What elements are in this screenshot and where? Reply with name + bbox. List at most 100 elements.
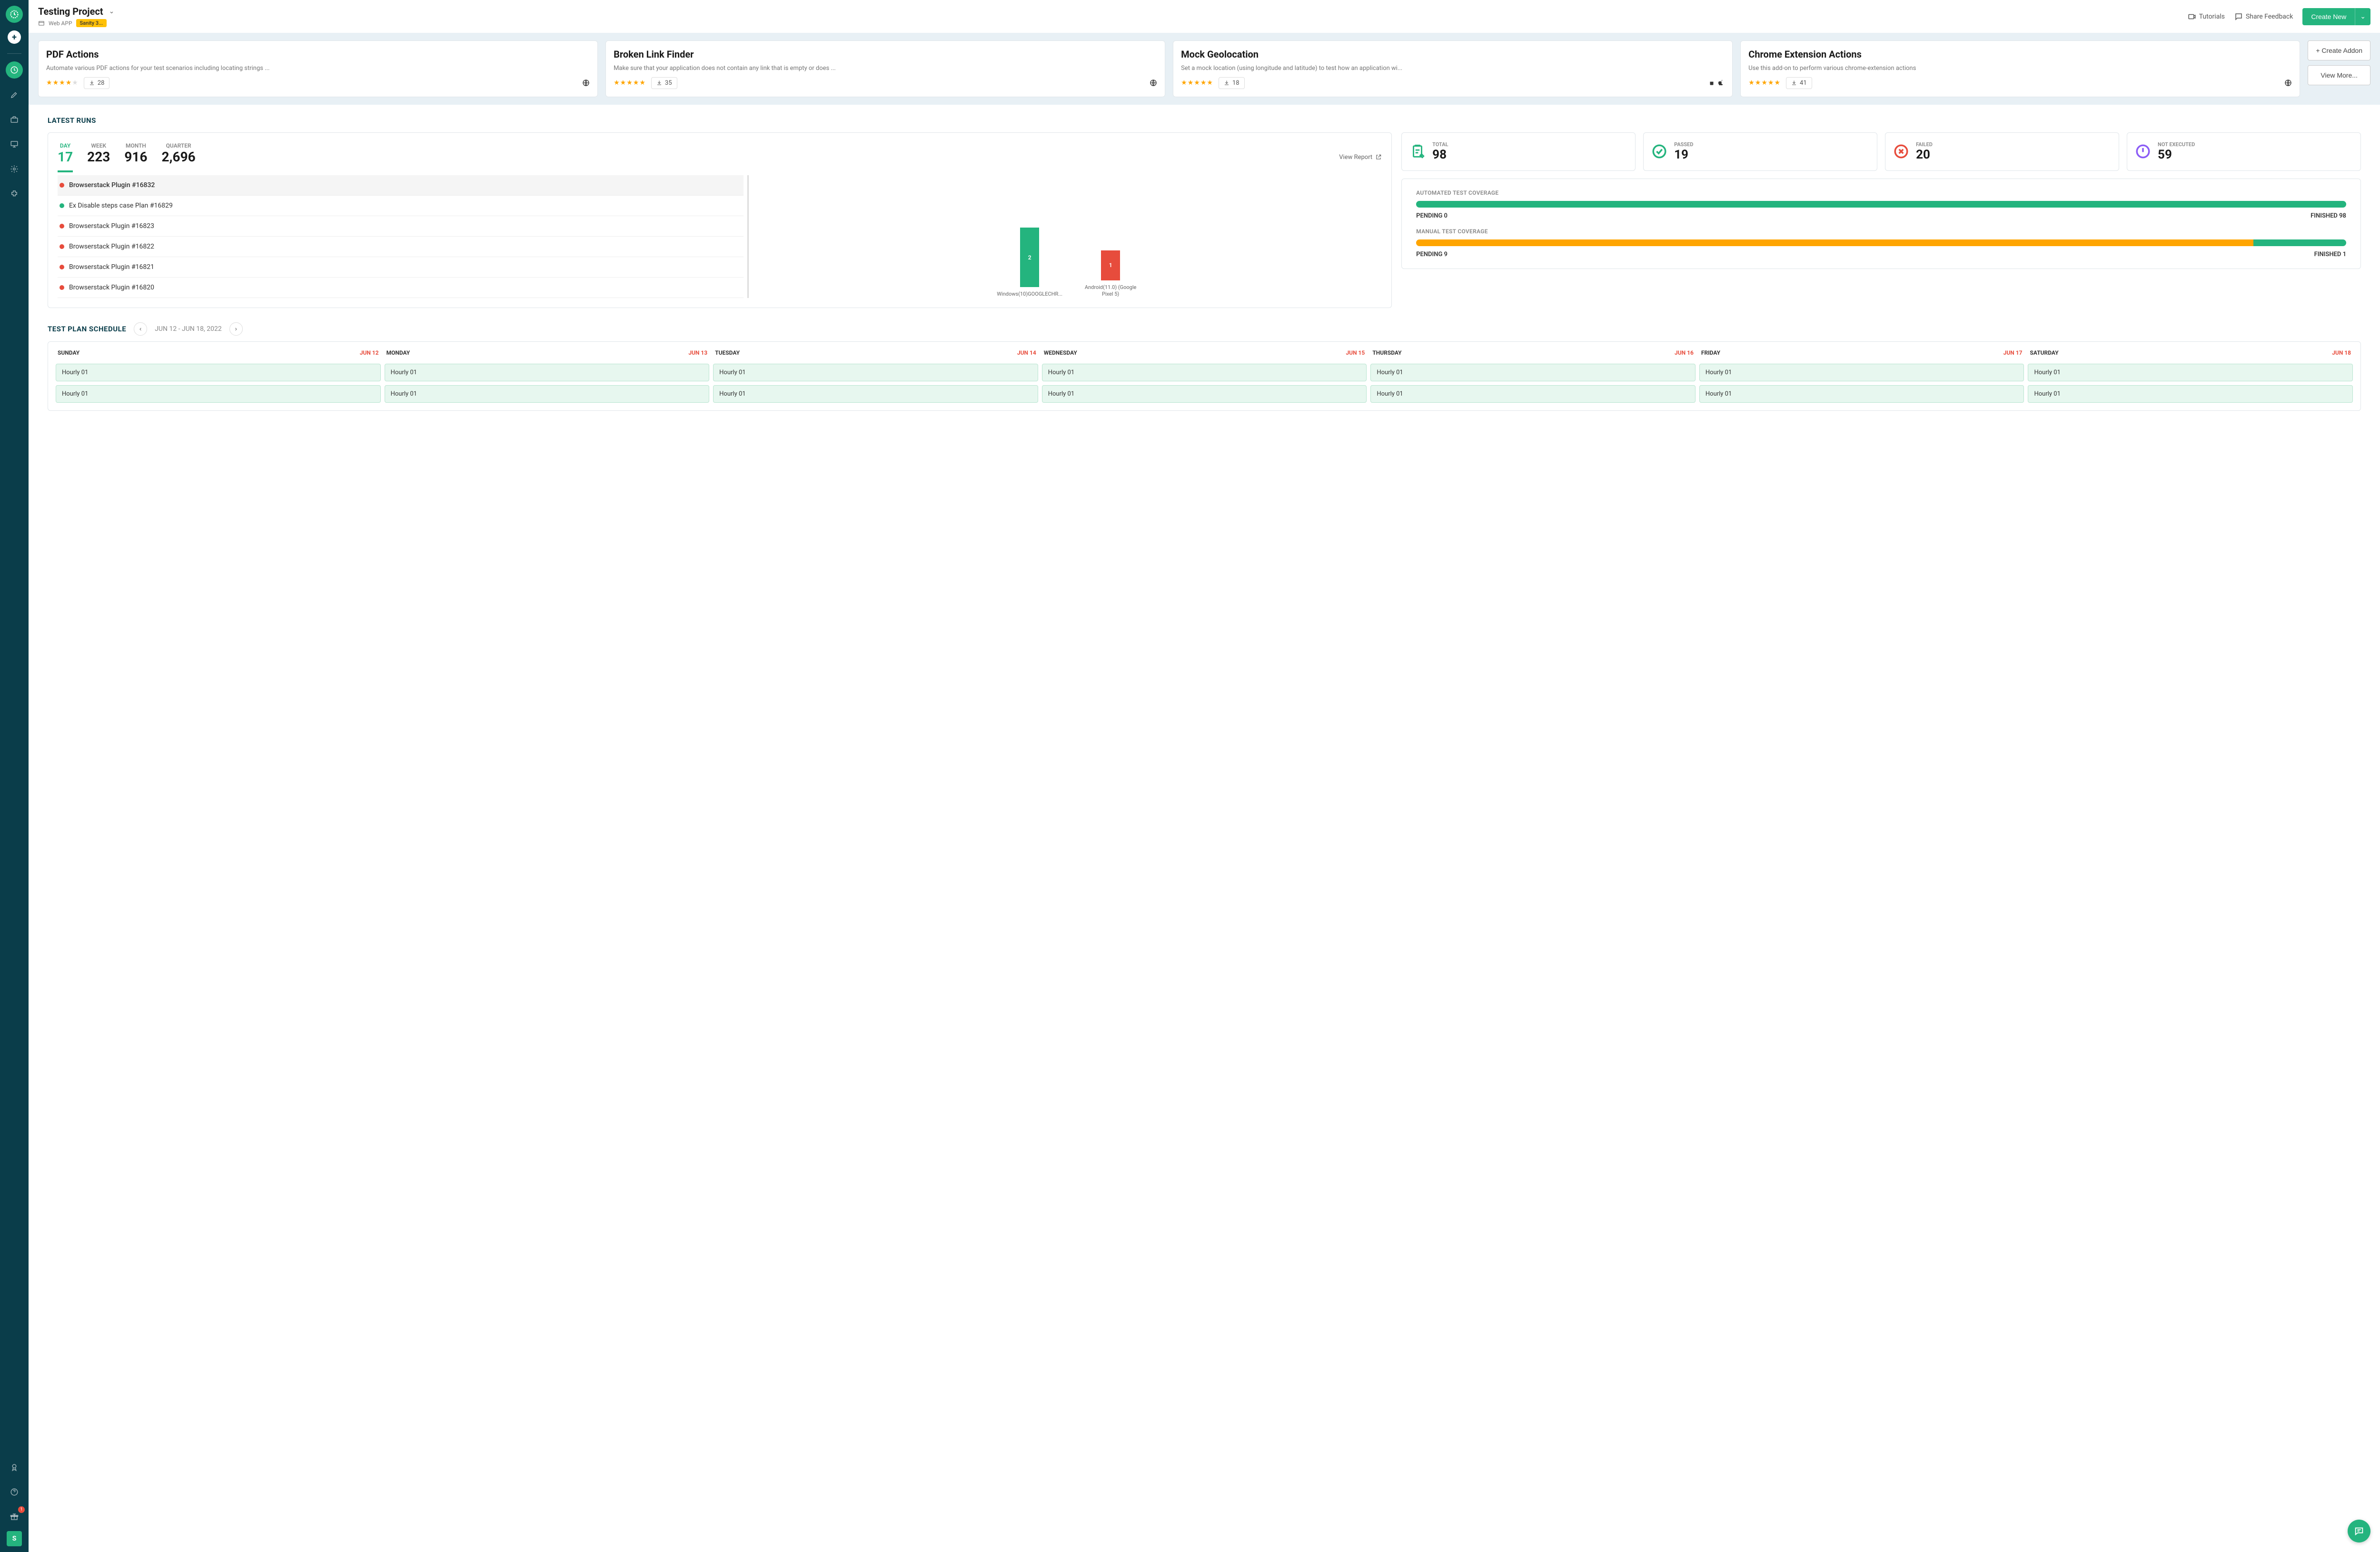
addon-card[interactable]: PDF Actions Automate various PDF actions… (38, 40, 598, 97)
schedule-event[interactable]: Hourly 01 (1370, 385, 1696, 403)
chevron-down-icon[interactable]: ⌄ (109, 8, 115, 15)
schedule-event[interactable]: Hourly 01 (1699, 364, 2024, 381)
run-item[interactable]: Browserstack Plugin #16820 (58, 278, 744, 298)
view-more-button[interactable]: View More... (2308, 65, 2370, 85)
stat-icon (2134, 142, 2152, 160)
sidebar-item-gift[interactable] (6, 1508, 23, 1525)
star-rating: ★★★★★ (1748, 79, 1780, 87)
addon-description: Use this add-on to perform various chrom… (1748, 64, 2292, 73)
user-avatar[interactable]: S (7, 1531, 22, 1546)
download-count[interactable]: 18 (1219, 77, 1245, 89)
schedule-day-column: SUNDAYJUN 12Hourly 01Hourly 01 (56, 349, 381, 403)
apple-icon (1718, 80, 1725, 86)
create-new-dropdown[interactable]: ⌄ (2355, 8, 2370, 25)
project-tag[interactable]: Sanity 3... (76, 19, 107, 27)
run-name: Ex Disable steps case Plan #16829 (69, 202, 173, 209)
bar-label: Android(11.0) (Google Pixel 5) (1082, 284, 1139, 298)
day-name: THURSDAY (1372, 349, 1401, 356)
schedule-day-column: TUESDAYJUN 14Hourly 01Hourly 01 (713, 349, 1038, 403)
schedule-range: JUN 12 - JUN 18, 2022 (155, 325, 222, 333)
feedback-link[interactable]: Share Feedback (2234, 12, 2293, 21)
view-report-link[interactable]: View Report (1339, 154, 1382, 161)
sidebar-item-monitor[interactable] (6, 136, 23, 153)
sidebar-item-award[interactable] (6, 1459, 23, 1476)
addon-card[interactable]: Broken Link Finder Make sure that your a… (605, 40, 1165, 97)
schedule-event[interactable]: Hourly 01 (1042, 385, 1367, 403)
day-date: JUN 17 (2003, 349, 2023, 356)
create-new-button[interactable]: Create New (2302, 8, 2355, 25)
star-rating: ★★★★★ (614, 79, 645, 87)
status-dot (60, 265, 64, 269)
view-report-label: View Report (1339, 154, 1372, 161)
status-dot (60, 244, 64, 249)
run-item[interactable]: Browserstack Plugin #16822 (58, 237, 744, 257)
stat-card-total[interactable]: TOTAL98 (1401, 132, 1636, 171)
add-button[interactable]: + (8, 30, 21, 44)
schedule-event[interactable]: Hourly 01 (1370, 364, 1696, 381)
chat-fab[interactable] (2348, 1520, 2370, 1542)
addon-card[interactable]: Mock Geolocation Set a mock location (us… (1173, 40, 1733, 97)
addon-card[interactable]: Chrome Extension Actions Use this add-on… (1740, 40, 2300, 97)
sidebar-item-dashboard[interactable] (6, 61, 23, 79)
bar-label: Windows(10)GOOGLECHR... (997, 291, 1062, 298)
run-item[interactable]: Browserstack Plugin #16832 (58, 175, 744, 196)
sidebar-item-extension[interactable] (6, 185, 23, 202)
project-title: Testing Project (38, 6, 103, 17)
addon-description: Make sure that your application does not… (614, 64, 1157, 73)
sidebar-item-briefcase[interactable] (6, 111, 23, 128)
run-name: Browserstack Plugin #16820 (69, 284, 154, 291)
auto-pending: PENDING 0 (1416, 212, 1448, 219)
download-count[interactable]: 28 (84, 77, 110, 89)
stat-card-not-executed[interactable]: NOT EXECUTED59 (2127, 132, 2361, 171)
period-tab-quarter[interactable]: QUARTER2,696 (162, 142, 196, 170)
addon-description: Set a mock location (using longitude and… (1181, 64, 1725, 73)
download-count[interactable]: 35 (651, 77, 677, 89)
schedule-event[interactable]: Hourly 01 (1699, 385, 2024, 403)
period-value: 223 (87, 149, 110, 165)
period-value: 2,696 (162, 149, 196, 165)
day-name: SATURDAY (2030, 349, 2058, 356)
sidebar-item-edit[interactable] (6, 86, 23, 103)
schedule-next-button[interactable]: › (229, 322, 243, 336)
download-icon (656, 80, 662, 86)
run-item[interactable]: Browserstack Plugin #16821 (58, 257, 744, 278)
schedule-event[interactable]: Hourly 01 (1042, 364, 1367, 381)
bar: 1 (1101, 250, 1120, 280)
project-type: Web APP (49, 20, 72, 27)
run-item[interactable]: Browserstack Plugin #16823 (58, 216, 744, 237)
run-name: Browserstack Plugin #16823 (69, 222, 154, 230)
schedule-prev-button[interactable]: ‹ (134, 322, 147, 336)
schedule-event[interactable]: Hourly 01 (56, 385, 381, 403)
stat-card-failed[interactable]: FAILED20 (1885, 132, 2119, 171)
addon-title: Broken Link Finder (614, 49, 1157, 60)
schedule-event[interactable]: Hourly 01 (385, 364, 710, 381)
create-addon-button[interactable]: + Create Addon (2308, 40, 2370, 60)
period-tab-month[interactable]: MONTH916 (124, 142, 147, 170)
android-icon (1708, 80, 1715, 86)
schedule-event[interactable]: Hourly 01 (2028, 364, 2353, 381)
schedule-day-column: THURSDAYJUN 16Hourly 01Hourly 01 (1370, 349, 1696, 403)
schedule-event[interactable]: Hourly 01 (713, 364, 1038, 381)
download-count[interactable]: 41 (1786, 77, 1812, 89)
schedule-event[interactable]: Hourly 01 (2028, 385, 2353, 403)
run-item[interactable]: Ex Disable steps case Plan #16829 (58, 196, 744, 216)
period-label: DAY (60, 142, 70, 149)
schedule-event[interactable]: Hourly 01 (56, 364, 381, 381)
schedule-title: TEST PLAN SCHEDULE (48, 325, 126, 333)
app-logo[interactable] (6, 6, 23, 23)
run-name: Browserstack Plugin #16821 (69, 263, 154, 271)
period-label: MONTH (126, 142, 146, 149)
schedule-event[interactable]: Hourly 01 (713, 385, 1038, 403)
schedule-event[interactable]: Hourly 01 (385, 385, 710, 403)
schedule-day-column: FRIDAYJUN 17Hourly 01Hourly 01 (1699, 349, 2024, 403)
period-tab-day[interactable]: DAY17 (58, 142, 73, 172)
period-tab-week[interactable]: WEEK223 (87, 142, 110, 170)
sidebar-item-settings[interactable] (6, 160, 23, 178)
sidebar-item-help[interactable] (6, 1483, 23, 1501)
stat-value: 20 (1916, 148, 1933, 162)
tutorials-link[interactable]: Tutorials (2188, 12, 2225, 21)
tutorials-label: Tutorials (2199, 13, 2225, 20)
run-chart: 2Windows(10)GOOGLECHR...1Android(11.0) (… (758, 175, 1382, 298)
external-link-icon (1375, 154, 1382, 160)
stat-card-passed[interactable]: PASSED19 (1643, 132, 1877, 171)
